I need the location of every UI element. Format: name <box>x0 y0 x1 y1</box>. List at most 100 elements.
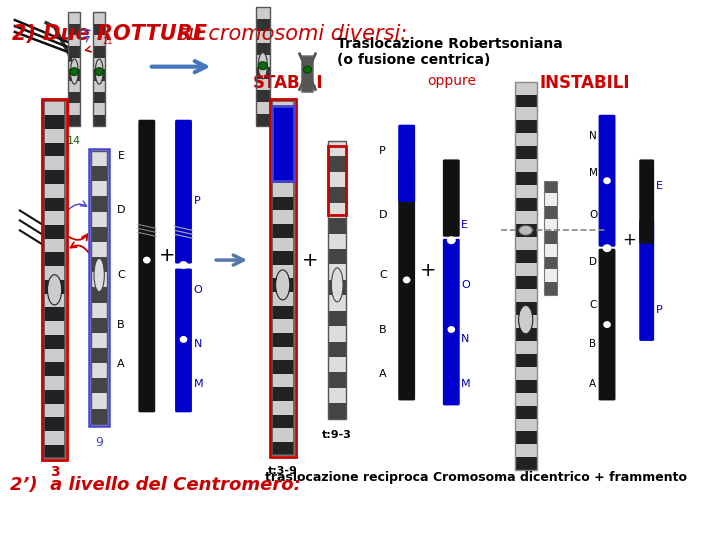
Ellipse shape <box>603 321 611 328</box>
Bar <box>91 197 107 212</box>
Bar <box>271 292 294 306</box>
Bar <box>91 348 107 363</box>
Text: P: P <box>656 305 662 315</box>
Bar <box>256 114 270 126</box>
Bar <box>544 257 557 269</box>
Bar <box>515 224 536 237</box>
Bar <box>256 78 270 91</box>
Bar <box>256 7 270 126</box>
Bar <box>256 66 270 78</box>
Bar <box>515 367 536 380</box>
Bar <box>93 103 105 115</box>
Bar <box>44 156 66 170</box>
Text: M: M <box>194 379 203 389</box>
Text: A: A <box>589 379 596 389</box>
Text: N: N <box>589 131 597 141</box>
Text: 21: 21 <box>102 37 112 46</box>
Bar <box>328 218 346 234</box>
Bar <box>68 46 81 58</box>
Bar <box>44 129 66 143</box>
Bar <box>515 82 536 470</box>
Bar <box>328 203 346 218</box>
Bar <box>544 244 557 257</box>
Bar <box>328 234 346 249</box>
Bar <box>328 373 346 388</box>
Bar <box>44 294 66 307</box>
Text: 3: 3 <box>50 465 59 480</box>
Bar <box>271 197 294 211</box>
Bar <box>328 265 346 280</box>
Ellipse shape <box>258 52 267 79</box>
FancyBboxPatch shape <box>639 159 654 244</box>
Text: traslocazione reciproca: traslocazione reciproca <box>266 471 429 484</box>
Bar <box>91 379 107 394</box>
FancyBboxPatch shape <box>598 249 616 401</box>
Bar <box>68 80 81 92</box>
Bar <box>68 58 81 69</box>
Bar <box>91 272 107 287</box>
Bar <box>328 342 346 357</box>
Text: +: + <box>622 231 636 249</box>
FancyBboxPatch shape <box>398 125 415 202</box>
Bar <box>44 184 66 198</box>
Bar <box>256 43 270 55</box>
Bar <box>271 442 294 455</box>
Bar <box>515 159 536 172</box>
Bar <box>44 102 66 458</box>
Text: B: B <box>117 320 125 329</box>
Text: STABILI: STABILI <box>253 73 323 92</box>
Text: C: C <box>379 270 387 280</box>
Bar <box>44 417 66 431</box>
Bar <box>328 280 346 295</box>
Bar <box>91 409 107 424</box>
Bar <box>91 302 107 318</box>
Ellipse shape <box>448 326 455 333</box>
Bar <box>44 307 66 321</box>
Bar <box>44 143 66 156</box>
Text: O: O <box>589 211 598 220</box>
Bar <box>68 12 81 126</box>
Bar <box>515 444 536 457</box>
Bar <box>44 362 66 376</box>
Bar <box>271 106 294 181</box>
Bar <box>271 115 294 129</box>
Bar <box>93 46 105 58</box>
Bar <box>515 185 536 198</box>
Bar <box>93 12 105 126</box>
Ellipse shape <box>518 225 533 235</box>
Bar <box>89 149 109 426</box>
Bar <box>515 146 536 159</box>
Bar <box>544 181 557 295</box>
Bar <box>328 187 346 203</box>
Bar <box>91 212 107 227</box>
Text: M: M <box>462 379 471 389</box>
Bar <box>328 146 346 215</box>
Bar <box>256 19 270 31</box>
Text: E: E <box>118 151 125 161</box>
Bar <box>68 12 81 24</box>
Ellipse shape <box>143 256 150 264</box>
Bar <box>271 428 294 442</box>
Ellipse shape <box>603 177 611 184</box>
Bar <box>91 333 107 348</box>
Bar <box>91 151 107 424</box>
Bar <box>44 266 66 280</box>
Bar <box>515 457 536 470</box>
Bar <box>271 238 294 251</box>
Bar <box>271 374 294 387</box>
FancyBboxPatch shape <box>175 120 192 264</box>
Bar <box>271 129 294 142</box>
Bar <box>256 55 270 66</box>
Bar <box>271 360 294 374</box>
Bar <box>68 69 81 80</box>
Text: N: N <box>194 340 202 349</box>
Text: INSTABILI: INSTABILI <box>540 73 631 92</box>
Bar <box>515 250 536 263</box>
Bar <box>515 289 536 302</box>
Ellipse shape <box>447 237 456 244</box>
Bar <box>44 198 66 211</box>
Bar <box>271 333 294 347</box>
Text: E: E <box>656 181 662 191</box>
Bar <box>271 106 294 181</box>
FancyBboxPatch shape <box>639 219 654 341</box>
